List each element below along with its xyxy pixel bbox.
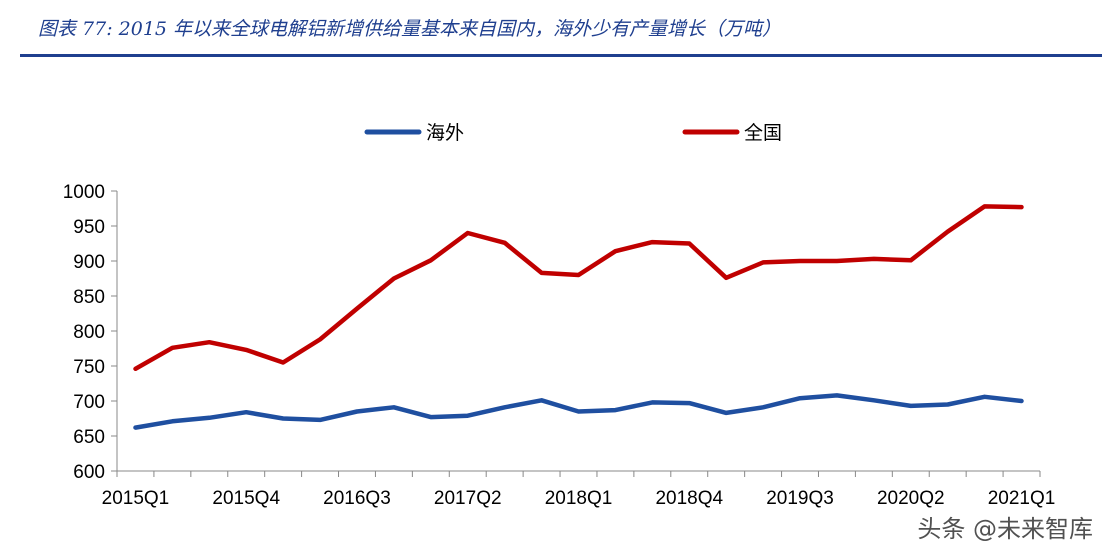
x-tick-label: 2015Q1 [102,488,170,509]
y-tick-label: 900 [73,252,105,273]
y-tick-label: 600 [73,462,105,483]
x-tick-label: 2015Q4 [212,488,280,509]
y-tick-label: 950 [73,217,105,238]
legend-label-1: 全国 [744,122,782,144]
legend-label-0: 海外 [426,122,464,144]
x-tick-label: 2016Q3 [323,488,391,509]
series-lines [133,204,1024,430]
x-tick-label: 2019Q3 [766,488,834,509]
watermark: 头条 @未来智库 [917,515,1093,543]
series-line-0 [133,393,1024,430]
figure-caption: 图表 77: 2015 年以来全球电解铝新增供给量基本来自国内，海外少有产量增长… [38,18,782,40]
x-tick-label: 2018Q4 [655,488,723,509]
x-tick-label: 2021Q1 [988,488,1056,509]
y-tick-label: 1000 [63,182,105,203]
y-tick-label: 850 [73,287,105,308]
series-line-1 [133,204,1024,372]
caption-rule [20,54,1102,57]
y-tick-label: 750 [73,357,105,378]
y-tick-label: 650 [73,427,105,448]
y-tick-label: 800 [73,322,105,343]
legend: 海外 全国 [364,122,782,144]
x-tick-label: 2017Q2 [434,488,502,509]
x-tick-label: 2018Q1 [545,488,613,509]
x-tick-label: 2020Q2 [877,488,945,509]
y-tick-label: 700 [73,392,105,413]
axes: 600 650 700 750 800 850 900 950 1000 2015Q1 2015Q4… [63,182,1056,509]
